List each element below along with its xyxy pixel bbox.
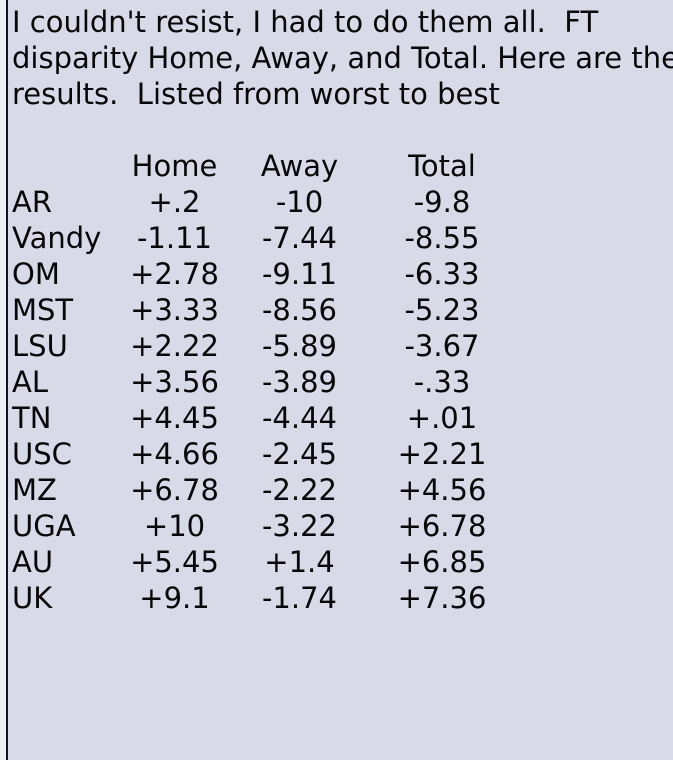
ft-disparity-table: Home Away Total AR +.2 -10 -9.8 Vandy -1… bbox=[12, 148, 512, 616]
away-cell: -1.74 bbox=[261, 581, 338, 615]
team-cell: Vandy bbox=[12, 221, 102, 255]
home-cell: +10 bbox=[143, 509, 206, 543]
total-cell: -5.23 bbox=[404, 293, 480, 327]
team-cell: OM bbox=[12, 257, 60, 291]
away-cell: -3.89 bbox=[261, 365, 338, 399]
intro-line-3: results. Listed from worst to best bbox=[12, 77, 500, 111]
total-cell: -.33 bbox=[413, 365, 471, 399]
table-row: USC +4.66 -2.45 +2.21 bbox=[12, 436, 512, 472]
total-cell: +6.78 bbox=[397, 509, 487, 543]
table-row: LSU +2.22 -5.89 -3.67 bbox=[12, 328, 512, 364]
away-cell: -8.56 bbox=[261, 293, 338, 327]
total-cell: -3.67 bbox=[404, 329, 480, 363]
home-cell: +6.78 bbox=[130, 473, 219, 507]
total-cell: +.01 bbox=[406, 401, 478, 435]
team-cell: LSU bbox=[12, 329, 68, 363]
intro-paragraph: I couldn't resist, I had to do them all.… bbox=[12, 4, 673, 112]
total-cell: -8.55 bbox=[404, 221, 480, 255]
away-column-header: Away bbox=[260, 149, 339, 183]
table-row: MST +3.33 -8.56 -5.23 bbox=[12, 292, 512, 328]
home-cell: +5.45 bbox=[130, 545, 219, 579]
home-column-header: Home bbox=[131, 149, 218, 183]
home-cell: +4.66 bbox=[130, 437, 219, 471]
total-cell: +4.56 bbox=[397, 473, 487, 507]
total-cell: -6.33 bbox=[404, 257, 480, 291]
home-cell: +3.56 bbox=[130, 365, 219, 399]
paragraph-gap bbox=[12, 112, 673, 148]
away-cell: -2.45 bbox=[261, 437, 338, 471]
table-row: AL +3.56 -3.89 -.33 bbox=[12, 364, 512, 400]
team-cell: UK bbox=[12, 581, 53, 615]
team-column-header bbox=[12, 148, 122, 184]
away-cell: -5.89 bbox=[261, 329, 338, 363]
table-row: UK +9.1 -1.74 +7.36 bbox=[12, 580, 512, 616]
home-cell: +9.1 bbox=[139, 581, 210, 615]
away-cell: -3.22 bbox=[261, 509, 338, 543]
total-cell: +6.85 bbox=[397, 545, 487, 579]
table-row: MZ +6.78 -2.22 +4.56 bbox=[12, 472, 512, 508]
table-header-row: Home Away Total bbox=[12, 148, 512, 184]
team-cell: AL bbox=[12, 365, 48, 399]
total-column-header: Total bbox=[408, 149, 476, 183]
team-cell: TN bbox=[12, 401, 52, 435]
table-row: Vandy -1.11 -7.44 -8.55 bbox=[12, 220, 512, 256]
team-cell: MST bbox=[12, 293, 74, 327]
total-cell: +7.36 bbox=[397, 581, 487, 615]
team-cell: AR bbox=[12, 185, 52, 219]
total-cell: -9.8 bbox=[413, 185, 471, 219]
away-cell: +1.4 bbox=[264, 545, 335, 579]
home-cell: +.2 bbox=[148, 185, 201, 219]
table-row: AU +5.45 +1.4 +6.85 bbox=[12, 544, 512, 580]
table-row: OM +2.78 -9.11 -6.33 bbox=[12, 256, 512, 292]
away-cell: -10 bbox=[275, 185, 324, 219]
away-cell: -4.44 bbox=[261, 401, 338, 435]
intro-line-1: I couldn't resist, I had to do them all.… bbox=[12, 5, 599, 39]
table-row: TN +4.45 -4.44 +.01 bbox=[12, 400, 512, 436]
home-cell: +2.78 bbox=[130, 257, 219, 291]
left-gutter bbox=[0, 0, 6, 760]
home-cell: -1.11 bbox=[136, 221, 213, 255]
away-cell: -9.11 bbox=[261, 257, 338, 291]
home-cell: +4.45 bbox=[130, 401, 219, 435]
post-body: I couldn't resist, I had to do them all.… bbox=[6, 0, 673, 760]
total-cell: +2.21 bbox=[397, 437, 487, 471]
table-row: UGA +10 -3.22 +6.78 bbox=[12, 508, 512, 544]
table-row: AR +.2 -10 -9.8 bbox=[12, 184, 512, 220]
away-cell: -7.44 bbox=[261, 221, 338, 255]
home-cell: +2.22 bbox=[130, 329, 219, 363]
team-cell: UGA bbox=[12, 509, 76, 543]
team-cell: USC bbox=[12, 437, 72, 471]
intro-line-2: disparity Home, Away, and Total. Here ar… bbox=[12, 41, 673, 75]
away-cell: -2.22 bbox=[261, 473, 338, 507]
team-cell: AU bbox=[12, 545, 54, 579]
team-cell: MZ bbox=[12, 473, 57, 507]
home-cell: +3.33 bbox=[130, 293, 219, 327]
